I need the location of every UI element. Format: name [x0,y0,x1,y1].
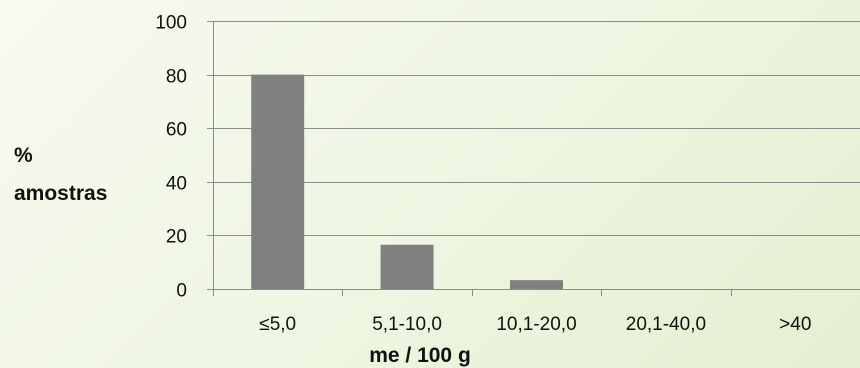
tick-labels: 0 20 40 60 80 100 ≤5,0 5,1-10,0 10,1-20,0 20,1-40… [155,13,811,336]
axes [207,21,860,296]
x-tick-label-0: ≤5,0 [259,314,296,335]
y-tick-label-3: 60 [166,120,187,141]
x-tick-label-1: 5,1-10,0 [372,314,442,335]
x-axis-title: me / 100 g [369,344,471,367]
y-tick-label-1: 20 [166,227,187,248]
bars [251,74,563,289]
bar-1 [380,244,434,289]
bar-2 [510,280,563,289]
gridlines [213,21,860,236]
y-axis-title-line-1: % [14,144,33,167]
y-axis-title-line-2: amostras [14,182,107,205]
y-tick-label-5: 100 [155,13,187,34]
x-tick-label-2: 10,1-20,0 [496,314,576,335]
y-tick-label-2: 40 [166,174,187,195]
bar-0 [251,74,305,289]
x-tick-label-3: 20,1-40,0 [626,314,706,335]
x-tick-label-4: >40 [779,314,811,335]
y-tick-label-4: 80 [166,67,187,88]
y-tick-label-0: 0 [176,281,187,302]
